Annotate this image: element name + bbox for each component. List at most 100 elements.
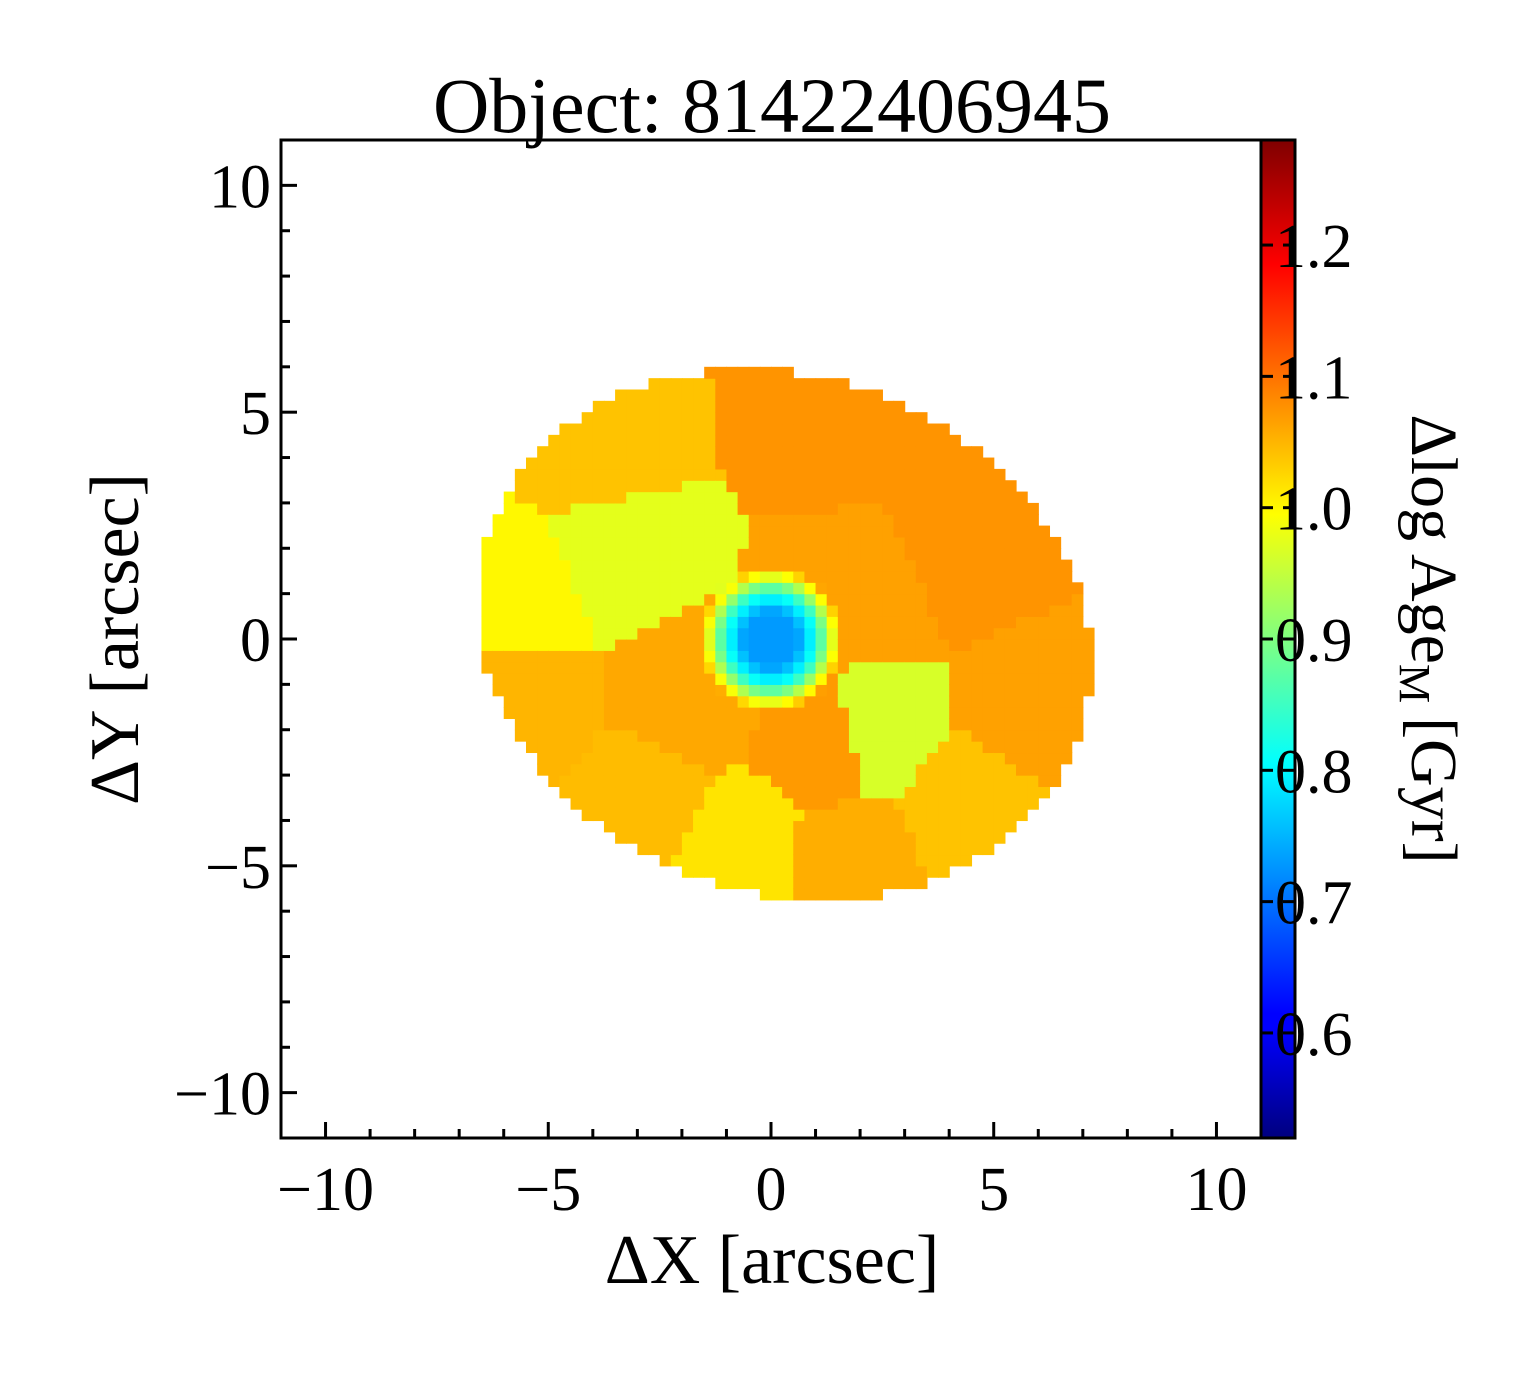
heatmap-pixel — [592, 661, 605, 674]
heatmap-pixel — [681, 741, 694, 754]
heatmap-pixel — [771, 684, 783, 697]
heatmap-pixel — [626, 650, 638, 663]
heatmap-pixel — [915, 593, 928, 606]
heatmap-pixel — [748, 536, 761, 549]
heatmap-pixel — [960, 593, 973, 606]
heatmap-pixel — [893, 877, 906, 890]
heatmap-pixel — [971, 741, 984, 754]
heatmap-pixel — [670, 412, 683, 425]
heatmap-pixel — [615, 797, 627, 810]
heatmap-pixel — [938, 457, 950, 470]
heatmap-pixel — [837, 480, 850, 493]
heatmap-pixel — [826, 491, 839, 504]
heatmap-pixel — [626, 639, 638, 651]
heatmap-pixel — [793, 627, 806, 640]
heatmap-pixel — [759, 514, 772, 527]
heatmap-pixel — [904, 650, 917, 663]
heatmap-pixel — [982, 741, 995, 754]
heatmap-pixel — [1004, 582, 1017, 595]
heatmap-pixel — [526, 514, 538, 527]
heatmap-pixel — [949, 775, 961, 788]
heatmap-pixel — [704, 763, 716, 776]
heatmap-pixel — [648, 559, 661, 572]
heatmap-pixel — [815, 707, 828, 719]
heatmap-pixel — [804, 491, 817, 504]
heatmap-pixel — [592, 639, 605, 651]
heatmap-pixel — [659, 729, 672, 742]
heatmap-pixel — [514, 673, 527, 685]
heatmap-pixel — [603, 457, 616, 470]
heatmap-pixel — [592, 548, 605, 561]
heatmap-pixel — [793, 593, 806, 606]
heatmap-pixel — [793, 604, 806, 617]
heatmap-pixel — [871, 729, 883, 742]
heatmap-pixel — [826, 514, 839, 527]
heatmap-pixel — [659, 684, 672, 697]
heatmap-pixel — [793, 786, 806, 799]
heatmap-pixel — [492, 616, 505, 629]
heatmap-pixel — [960, 831, 973, 844]
heatmap-pixel — [548, 616, 561, 629]
heatmap-pixel — [603, 559, 616, 572]
heatmap-pixel — [960, 639, 973, 651]
heatmap-pixel — [592, 763, 605, 776]
heatmap-pixel — [570, 446, 583, 459]
heatmap-pixel — [615, 741, 627, 754]
heatmap-pixel — [592, 616, 605, 629]
heatmap-pixel — [815, 877, 828, 890]
heatmap-pixel — [603, 673, 616, 685]
heatmap-pixel — [882, 854, 895, 867]
heatmap-pixel — [1060, 741, 1073, 754]
heatmap-pixel — [681, 820, 694, 833]
heatmap-pixel — [1038, 593, 1051, 606]
heatmap-pixel — [693, 695, 705, 708]
heatmap-pixel — [581, 559, 594, 572]
heatmap-pixel — [860, 491, 872, 504]
heatmap-pixel — [782, 831, 794, 844]
heatmap-pixel — [804, 650, 817, 663]
heatmap-pixel — [592, 502, 605, 515]
x-tick-label: 5 — [978, 1156, 1009, 1224]
heatmap-pixel — [971, 570, 984, 583]
heatmap-pixel — [1004, 627, 1017, 640]
heatmap-pixel — [1038, 684, 1051, 697]
heatmap-pixel — [782, 400, 794, 413]
heatmap-pixel — [592, 593, 605, 606]
heatmap-pixel — [1004, 741, 1017, 754]
heatmap-pixel — [581, 502, 594, 515]
heatmap-pixel — [615, 536, 627, 549]
heatmap-pixel — [592, 446, 605, 459]
heatmap-pixel — [815, 650, 828, 663]
heatmap-pixel — [982, 718, 995, 731]
heatmap-pixel — [871, 786, 883, 799]
heatmap-pixel — [893, 627, 906, 640]
heatmap-pixel — [793, 763, 806, 776]
heatmap-pixel — [726, 741, 739, 754]
heatmap-pixel — [949, 491, 961, 504]
heatmap-pixel — [581, 468, 594, 481]
heatmap-pixel — [860, 423, 872, 436]
heatmap-pixel — [1060, 616, 1073, 629]
heatmap-pixel — [726, 865, 739, 878]
heatmap-pixel — [626, 604, 638, 617]
heatmap-pixel — [759, 446, 772, 459]
heatmap-pixel — [837, 673, 850, 685]
heatmap-pixel — [592, 729, 605, 742]
heatmap-pixel — [882, 514, 895, 527]
heatmap-pixel — [726, 457, 739, 470]
heatmap-pixel — [960, 627, 973, 640]
heatmap-pixel — [648, 775, 661, 788]
heatmap-pixel — [715, 582, 728, 595]
heatmap-pixel — [603, 639, 616, 651]
heatmap-pixel — [1027, 718, 1039, 731]
colorbar-tick-label: 0.6 — [1275, 1001, 1353, 1069]
heatmap-pixel — [570, 514, 583, 527]
heatmap-pixel — [659, 491, 672, 504]
heatmap-pixel — [837, 593, 850, 606]
heatmap-pixel — [670, 729, 683, 742]
heatmap-pixel — [659, 627, 672, 640]
heatmap-pixel — [1004, 752, 1017, 765]
heatmap-pixel — [926, 627, 939, 640]
heatmap-pixel — [704, 854, 716, 867]
heatmap-pixel — [815, 570, 828, 583]
